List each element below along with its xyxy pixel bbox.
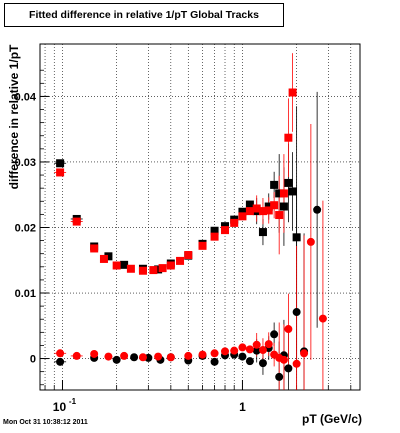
data-point-square	[210, 232, 219, 241]
data-point-circle	[252, 340, 261, 349]
data-point-square	[258, 207, 267, 216]
data-point-square	[90, 244, 99, 253]
y-tick-label: 0.01	[15, 288, 36, 300]
data-point-circle	[104, 352, 113, 361]
data-point-circle	[56, 357, 65, 366]
data-point-circle	[292, 308, 301, 317]
data-point-circle	[166, 353, 175, 362]
data-point-square	[284, 178, 293, 187]
data-point-square	[279, 189, 288, 198]
data-point-circle	[130, 353, 139, 362]
data-point-circle	[270, 330, 279, 339]
data-point-square	[154, 265, 163, 274]
y-tick-label: 0	[30, 354, 36, 366]
data-point-circle	[279, 355, 288, 364]
error-bars	[54, 53, 325, 390]
data-point-circle	[90, 349, 99, 358]
data-point-square	[149, 266, 158, 275]
x-tick-label: 1	[239, 400, 246, 414]
data-point-square	[166, 261, 175, 270]
data-point-square	[252, 204, 261, 213]
tick-labels: 0 0.01 0.02 0.03 0.04 10 -1 1	[15, 91, 247, 414]
data-point-square	[138, 266, 147, 275]
axes	[39, 43, 361, 391]
data-point-circle	[221, 347, 230, 356]
x-tick-label-exponent: -1	[69, 397, 77, 406]
data-point-square	[176, 256, 185, 265]
data-point-circle	[313, 205, 322, 214]
x-axis-label: pT (GeV/c)	[301, 412, 362, 426]
data-point-square	[56, 168, 65, 177]
data-point-circle	[210, 349, 219, 358]
data-point-square	[279, 202, 288, 211]
data-point-circle	[238, 343, 247, 352]
data-point-circle	[318, 314, 327, 323]
data-point-circle	[300, 349, 309, 358]
data-point-square	[292, 233, 301, 242]
data-point-circle	[245, 357, 254, 366]
data-point-circle	[306, 237, 315, 246]
data-point-circle	[138, 353, 147, 362]
data-point-circle	[275, 372, 284, 381]
chart-title: Fitted difference in relative 1/pT Globa…	[4, 3, 284, 27]
data-point-square	[264, 206, 273, 215]
data-point-square	[99, 254, 108, 263]
timestamp: Mon Oct 31 10:38:12 2011	[3, 419, 88, 426]
data-point-square	[275, 211, 284, 220]
data-point-square	[284, 133, 293, 142]
data-point-square	[288, 187, 297, 196]
data-point-square	[210, 226, 219, 235]
data-point-square	[198, 241, 207, 250]
data-point-circle	[230, 346, 239, 355]
data-point-square	[238, 212, 247, 221]
data-point-square	[56, 159, 65, 168]
data-point-circle	[252, 346, 261, 355]
data-point-square	[104, 252, 113, 261]
data-point-circle	[238, 352, 247, 361]
data-point-square	[238, 207, 247, 216]
data-point-square	[245, 200, 254, 209]
grid-lines	[40, 44, 360, 390]
data-point-square	[72, 217, 81, 226]
y-tick-label: 0.04	[15, 91, 37, 103]
data-point-square	[158, 264, 167, 273]
data-point-circle	[72, 351, 81, 360]
y-tick-label: 0.02	[15, 222, 36, 234]
y-tick-label: 0.03	[15, 157, 36, 169]
data-point-square	[258, 228, 267, 237]
data-point-square	[270, 201, 279, 210]
data-point-square	[126, 264, 135, 273]
data-point-circle	[245, 345, 254, 354]
data-point-circle	[198, 350, 207, 359]
data-point-square	[184, 251, 193, 260]
data-point-square	[230, 218, 239, 227]
plot-frame	[39, 43, 361, 391]
data-point-circle	[258, 346, 267, 355]
data-point-circle	[154, 352, 163, 361]
data-point-square	[245, 207, 254, 216]
data-point-circle	[210, 357, 219, 366]
data-point-circle	[120, 351, 129, 360]
data-point-circle	[292, 359, 301, 368]
data-point-square	[275, 189, 284, 198]
data-point-square	[288, 88, 297, 97]
y-axis-label: difference in relative 1/pT	[7, 44, 21, 190]
x-tick-label: 10	[53, 400, 67, 414]
data-point-circle	[184, 351, 193, 360]
data-points	[56, 88, 327, 381]
data-point-square	[221, 226, 230, 235]
data-point-circle	[112, 355, 121, 364]
data-point-square	[270, 180, 279, 189]
data-point-square	[112, 261, 121, 270]
data-point-circle	[56, 349, 65, 358]
data-point-circle	[284, 364, 293, 373]
data-point-circle	[264, 340, 273, 349]
data-point-circle	[258, 359, 267, 368]
data-point-square	[120, 260, 129, 269]
data-point-circle	[284, 325, 293, 334]
